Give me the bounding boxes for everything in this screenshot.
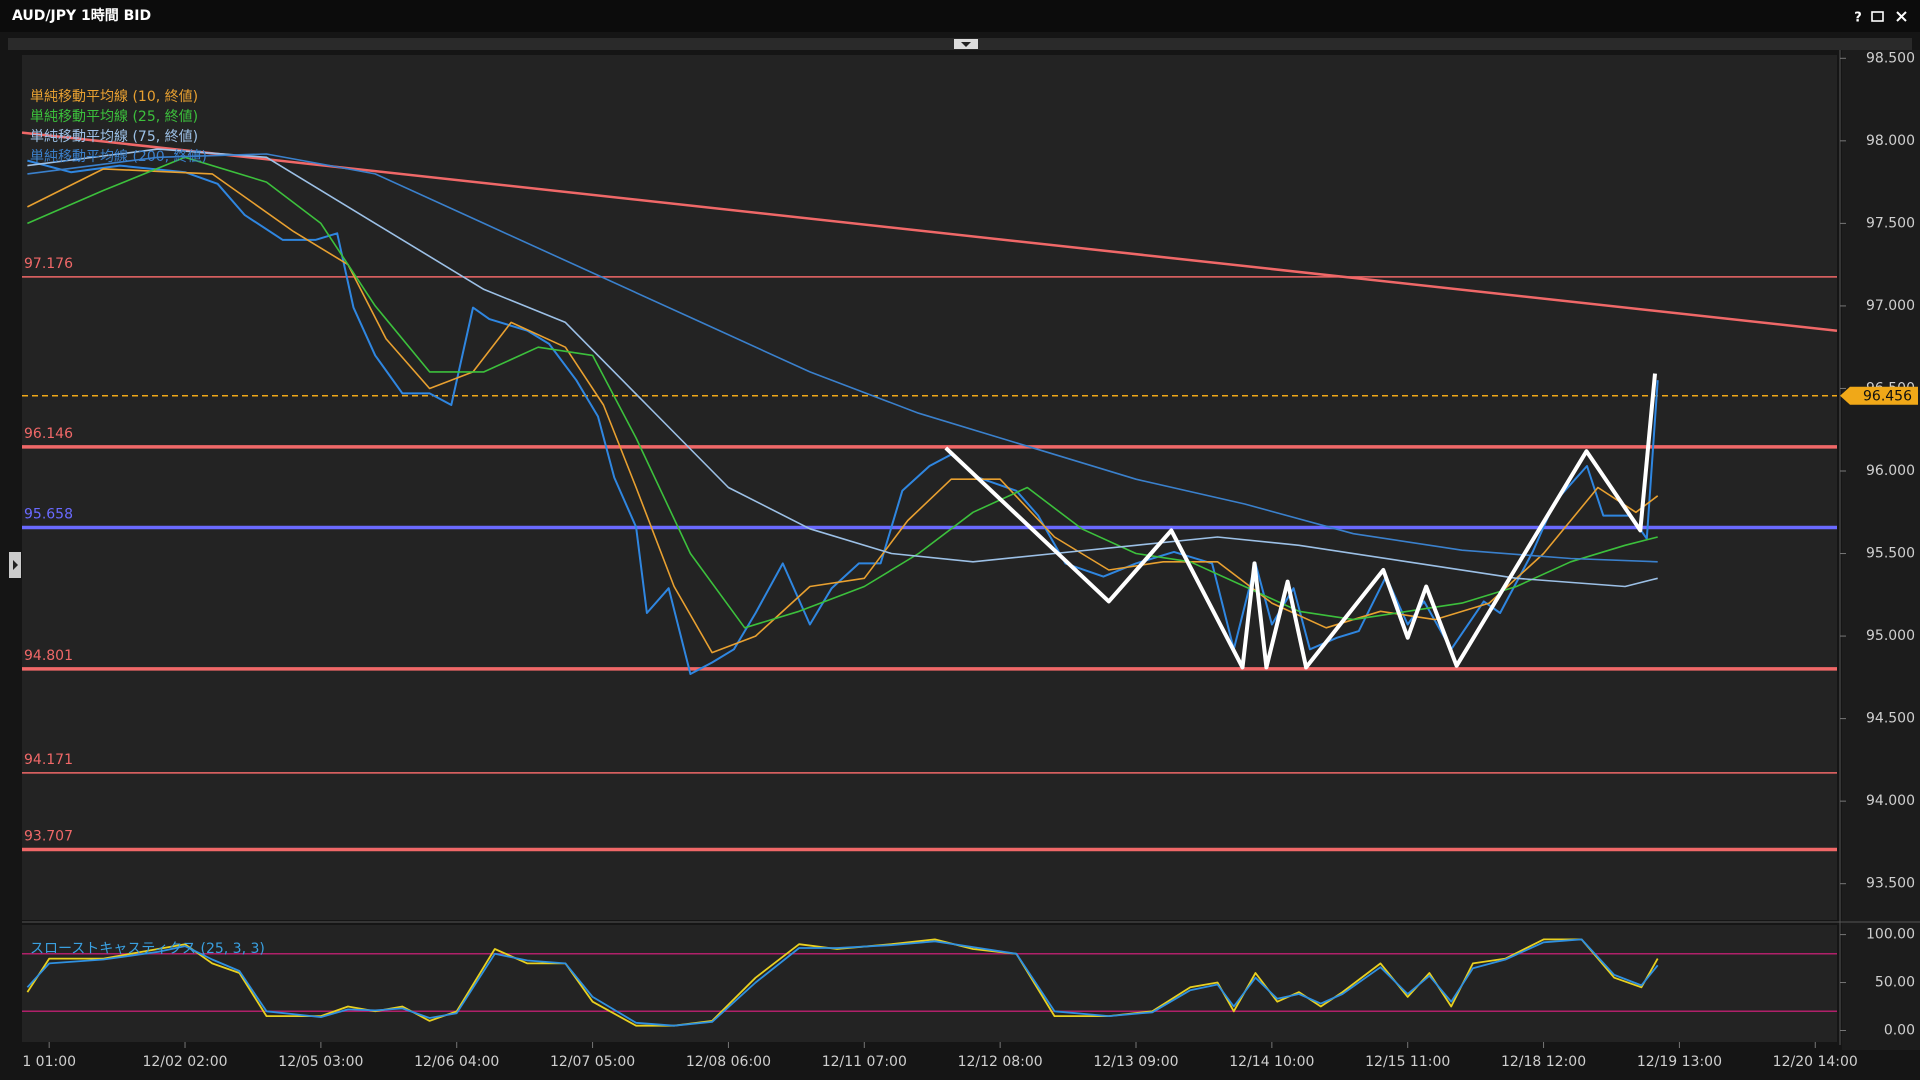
y-tick-label: 96.000 bbox=[1866, 463, 1915, 479]
y-tick-label: 95.500 bbox=[1866, 546, 1915, 562]
legend-entry: 単純移動平均線 (25, 終値) bbox=[30, 109, 198, 125]
y-tick-label: 94.500 bbox=[1866, 711, 1915, 727]
x-tick-label: 12/19 13:00 bbox=[1637, 1054, 1722, 1070]
x-tick-label: 12/20 14:00 bbox=[1773, 1054, 1858, 1070]
x-tick-label: 12/05 03:00 bbox=[278, 1054, 363, 1070]
y-tick-label: 97.500 bbox=[1866, 215, 1915, 231]
x-tick-label: 1 01:00 bbox=[22, 1054, 76, 1070]
stoch-title: スローストキャスティクス (25, 3, 3) bbox=[30, 941, 265, 957]
y-tick-label: 98.000 bbox=[1866, 133, 1915, 149]
y-tick-label: 0.00 bbox=[1884, 1022, 1915, 1038]
level-label: 94.801 bbox=[24, 648, 73, 664]
legend-entry: 単純移動平均線 (200, 終値) bbox=[30, 149, 207, 165]
x-tick-label: 12/18 12:00 bbox=[1501, 1054, 1586, 1070]
level-label: 94.171 bbox=[24, 752, 73, 768]
title-bar bbox=[0, 0, 1920, 32]
y-tick-label: 50.00 bbox=[1875, 975, 1915, 991]
x-tick-label: 12/07 05:00 bbox=[550, 1054, 635, 1070]
side-arrow bbox=[13, 560, 18, 570]
x-tick-label: 12/13 09:00 bbox=[1093, 1054, 1178, 1070]
x-tick-label: 12/15 11:00 bbox=[1365, 1054, 1450, 1070]
stochastic-line bbox=[26, 938, 1659, 1027]
moving-average bbox=[27, 153, 1658, 563]
window-title: AUD/JPY 1時間 BID bbox=[12, 7, 151, 24]
x-tick-label: 12/12 08:00 bbox=[958, 1054, 1043, 1070]
y-tick-label: 97.000 bbox=[1866, 298, 1915, 314]
maximize-button[interactable] bbox=[1871, 11, 1884, 22]
help-button[interactable]: ? bbox=[1854, 11, 1862, 26]
level-label: 93.707 bbox=[24, 829, 73, 845]
x-tick-label: 12/08 06:00 bbox=[686, 1054, 771, 1070]
y-tick-label: 98.500 bbox=[1866, 50, 1915, 66]
level-label: 96.146 bbox=[24, 426, 73, 442]
main-plot-bg bbox=[22, 55, 1837, 920]
y-tick-label: 100.00 bbox=[1866, 927, 1915, 943]
pattern-line bbox=[944, 373, 1657, 670]
trendline bbox=[21, 131, 1838, 332]
level-label: 97.176 bbox=[24, 256, 73, 272]
legend-entry: 単純移動平均線 (10, 終値) bbox=[30, 89, 198, 105]
level-label: 95.658 bbox=[24, 506, 73, 522]
y-axis-panel bbox=[1842, 50, 1920, 1050]
y-tick-label: 94.000 bbox=[1866, 793, 1915, 809]
collapse-arrow bbox=[961, 42, 971, 47]
legend-entry: 単純移動平均線 (75, 終値) bbox=[30, 129, 198, 145]
x-tick-label: 12/06 04:00 bbox=[414, 1054, 499, 1070]
current-price-label: 96.456 bbox=[1863, 389, 1912, 405]
moving-average bbox=[27, 148, 1658, 588]
x-tick-label: 12/14 10:00 bbox=[1229, 1054, 1314, 1070]
current-price-tag bbox=[1840, 386, 1918, 405]
x-tick-label: 12/02 02:00 bbox=[142, 1054, 227, 1070]
y-tick-label: 93.500 bbox=[1866, 876, 1915, 892]
x-tick-label: 12/11 07:00 bbox=[822, 1054, 907, 1070]
stochastic-line bbox=[26, 938, 1659, 1027]
close-button[interactable] bbox=[1896, 11, 1907, 22]
y-tick-label: 95.000 bbox=[1866, 628, 1915, 644]
